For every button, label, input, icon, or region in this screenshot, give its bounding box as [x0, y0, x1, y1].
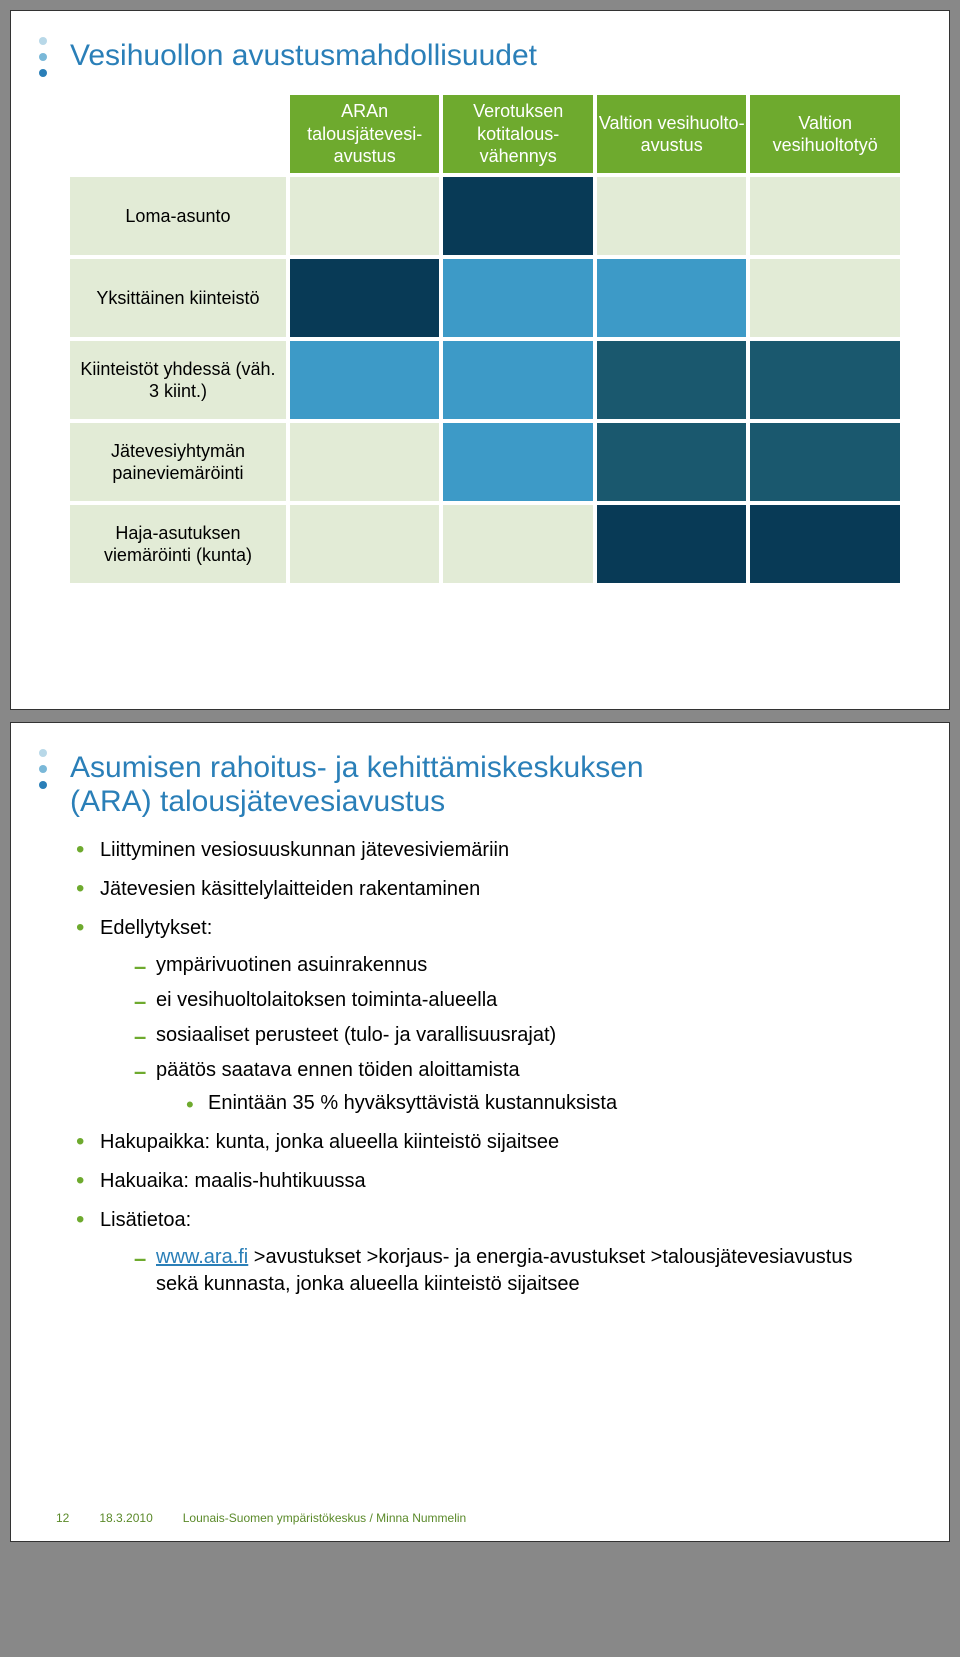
bullet-0: Liittyminen vesiosuuskunnan jätevesiviem…: [76, 837, 904, 864]
title-bullets-icon: [39, 37, 47, 77]
table-row: Haja-asutuksen viemäröinti (kunta): [70, 505, 900, 583]
slide2-title: Asumisen rahoitus- ja kehittämiskeskukse…: [70, 751, 904, 819]
row-label-1: Yksittäinen kiinteistö: [70, 259, 286, 337]
cell-3-2: [597, 423, 747, 501]
cell-3-1: [443, 423, 593, 501]
slide1-title: Vesihuollon avustusmahdollisuudet: [70, 39, 904, 73]
sub-0: ympärivuotinen asuinrakennus: [134, 952, 904, 979]
cell-1-2: [597, 259, 747, 337]
footer-page: 12: [56, 1511, 69, 1525]
cell-1-0: [290, 259, 440, 337]
table-corner: [70, 95, 286, 173]
cell-1-3: [750, 259, 900, 337]
slide2-title-line1: Asumisen rahoitus- ja kehittämiskeskukse…: [70, 751, 644, 784]
footer-date: 18.3.2010: [99, 1511, 152, 1525]
bullet-4: Hakuaika: maalis-huhtikuussa: [76, 1168, 904, 1195]
cell-2-2: [597, 341, 747, 419]
sub-3-label: päätös saatava ennen töiden aloittamista: [156, 1059, 520, 1081]
sub-2: sosiaaliset perusteet (tulo- ja varallis…: [134, 1022, 904, 1049]
sub-3: päätös saatava ennen töiden aloittamista…: [134, 1057, 904, 1117]
table-row: Loma-asunto: [70, 177, 900, 255]
bullet-2-label: Edellytykset:: [100, 917, 212, 939]
cell-0-1: [443, 177, 593, 255]
cell-4-1: [443, 505, 593, 583]
cell-2-0: [290, 341, 440, 419]
sub-1: ei vesihuoltolaitoksen toiminta-alueella: [134, 987, 904, 1014]
lisatietoa-line2: sekä kunnasta, jonka alueella kiinteistö…: [156, 1273, 580, 1295]
bullet-3: Hakupaikka: kunta, jonka alueella kiinte…: [76, 1129, 904, 1156]
cell-2-3: [750, 341, 900, 419]
table-row: Jätevesiyhtymän paineviemäröinti: [70, 423, 900, 501]
col-3: Valtion vesihuoltotyö: [750, 95, 900, 173]
slide-footer: 12 18.3.2010 Lounais-Suomen ympäristökes…: [56, 1511, 466, 1525]
cell-0-0: [290, 177, 440, 255]
table-row: Kiinteistöt yhdessä (väh. 3 kiint.): [70, 341, 900, 419]
cell-4-2: [597, 505, 747, 583]
slide-table: Vesihuollon avustusmahdollisuudet ARAn t…: [10, 10, 950, 710]
bullet-1: Jätevesien käsittelylaitteiden rakentami…: [76, 876, 904, 903]
col-2: Valtion vesihuolto-avustus: [597, 95, 747, 173]
table-row: Yksittäinen kiinteistö: [70, 259, 900, 337]
cell-3-3: [750, 423, 900, 501]
col-1: Verotuksen kotitalous-vähennys: [443, 95, 593, 173]
lisatietoa-line: www.ara.fi >avustukset >korjaus- ja ener…: [134, 1244, 904, 1298]
content-body: Liittyminen vesiosuuskunnan jätevesiviem…: [66, 837, 904, 1298]
cell-1-1: [443, 259, 593, 337]
bullet-2: Edellytykset: ympärivuotinen asuinrakenn…: [76, 915, 904, 1117]
slide2-title-line2: (ARA) talousjätevesiavustus: [70, 785, 445, 818]
lisatietoa-rest: >avustukset >korjaus- ja energia-avustuk…: [248, 1246, 852, 1268]
sub-3-inner: Enintään 35 % hyväksyttävistä kustannuks…: [186, 1090, 904, 1117]
slide-content: Asumisen rahoitus- ja kehittämiskeskukse…: [10, 722, 950, 1542]
footer-org: Lounais-Suomen ympäristökeskus / Minna N…: [183, 1511, 466, 1525]
support-matrix-table: ARAn talousjätevesi-avustus Verotuksen k…: [66, 91, 904, 587]
bullet-5-label: Lisätietoa:: [100, 1209, 191, 1231]
title-bullets-icon: [39, 749, 47, 789]
cell-0-2: [597, 177, 747, 255]
cell-4-3: [750, 505, 900, 583]
cell-2-1: [443, 341, 593, 419]
cell-3-0: [290, 423, 440, 501]
bullet-5: Lisätietoa: www.ara.fi >avustukset >korj…: [76, 1207, 904, 1298]
row-label-3: Jätevesiyhtymän paineviemäröinti: [70, 423, 286, 501]
cell-4-0: [290, 505, 440, 583]
table-header-row: ARAn talousjätevesi-avustus Verotuksen k…: [70, 95, 900, 173]
row-label-0: Loma-asunto: [70, 177, 286, 255]
row-label-2: Kiinteistöt yhdessä (väh. 3 kiint.): [70, 341, 286, 419]
ara-link[interactable]: www.ara.fi: [156, 1246, 248, 1268]
cell-0-3: [750, 177, 900, 255]
col-0: ARAn talousjätevesi-avustus: [290, 95, 440, 173]
row-label-4: Haja-asutuksen viemäröinti (kunta): [70, 505, 286, 583]
